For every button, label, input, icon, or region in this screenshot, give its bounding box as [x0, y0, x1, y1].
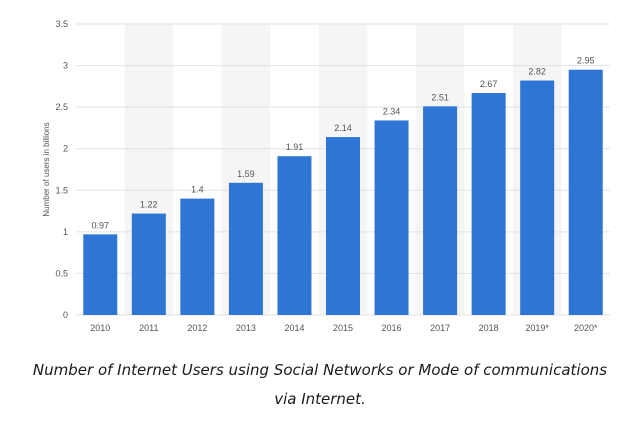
bars	[83, 69, 603, 316]
bar-2011	[131, 213, 166, 315]
value-label: 2.14	[334, 123, 352, 133]
x-tick-label: 2011	[139, 323, 158, 333]
bar-2016	[374, 120, 409, 316]
y-tick-label: 1.5	[55, 185, 68, 195]
y-tick-label: 3	[63, 61, 68, 71]
bar-2018	[471, 93, 506, 315]
y-tick-label: 0	[63, 310, 68, 320]
y-tick-label: 3.5	[55, 19, 68, 29]
bar-2015	[326, 137, 360, 315]
x-tick-label: 2015	[333, 323, 353, 333]
bar-2014	[277, 156, 312, 315]
value-label: 1.59	[237, 169, 255, 179]
y-axis-label: Number of users in billions	[42, 122, 51, 216]
value-label: 2.82	[528, 67, 546, 77]
value-label: 2.95	[577, 56, 595, 66]
y-tick-label: 2.5	[55, 102, 68, 112]
value-label: 1.91	[286, 142, 304, 152]
y-tick-label: 1	[63, 227, 68, 237]
x-tick-label: 2012	[187, 323, 207, 333]
x-tick-label: 2013	[236, 323, 256, 333]
figure-caption: Number of Internet Users using Social Ne…	[32, 361, 608, 408]
x-tick-label: 2017	[430, 323, 450, 333]
x-tick-label: 2010	[90, 323, 110, 333]
y-axis-ticks: 0 0.5 1 1.5 2 2.5 3 3.5	[55, 19, 68, 320]
bar-2013	[228, 182, 263, 315]
value-labels: 0.97 1.22 1.4 1.59 1.91 2.14 2.34 2.51 2.67 2.82 2…	[92, 56, 595, 231]
value-label: 0.97	[92, 220, 110, 230]
bar-2017	[423, 106, 458, 315]
y-tick-label: 0.5	[55, 268, 68, 278]
value-label: 2.67	[480, 79, 498, 89]
x-tick-label: 2016	[382, 323, 402, 333]
value-label: 1.4	[191, 185, 204, 195]
x-tick-label: 2014	[284, 323, 304, 333]
bar-2010	[83, 234, 118, 315]
bar-chart: 0 0.5 1 1.5 2 2.5 3 3.5 Number of users in bill…	[42, 19, 610, 333]
bar-2019*	[520, 80, 555, 315]
value-label: 2.51	[431, 92, 449, 102]
x-tick-label: 2018	[479, 323, 499, 333]
bar-2020*	[568, 69, 603, 315]
bar-2012	[180, 198, 215, 315]
x-tick-label: 2019*	[525, 323, 549, 333]
y-tick-label: 2	[63, 144, 68, 154]
value-label: 1.22	[140, 200, 158, 210]
value-label: 2.34	[383, 106, 401, 116]
x-axis-ticks: 2010 2011 2012 2013 2014 2015 2016 2017 2018 2019…	[90, 323, 598, 333]
x-tick-label: 2020*	[574, 323, 598, 333]
